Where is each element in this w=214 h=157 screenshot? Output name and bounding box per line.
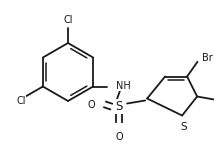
Text: Cl: Cl bbox=[63, 15, 73, 25]
Text: S: S bbox=[115, 100, 123, 113]
Text: Br: Br bbox=[202, 52, 213, 62]
Text: S: S bbox=[181, 122, 187, 133]
Text: NH: NH bbox=[116, 81, 131, 90]
Text: O: O bbox=[115, 133, 123, 143]
Text: Cl: Cl bbox=[16, 95, 26, 106]
Text: O: O bbox=[88, 100, 95, 109]
